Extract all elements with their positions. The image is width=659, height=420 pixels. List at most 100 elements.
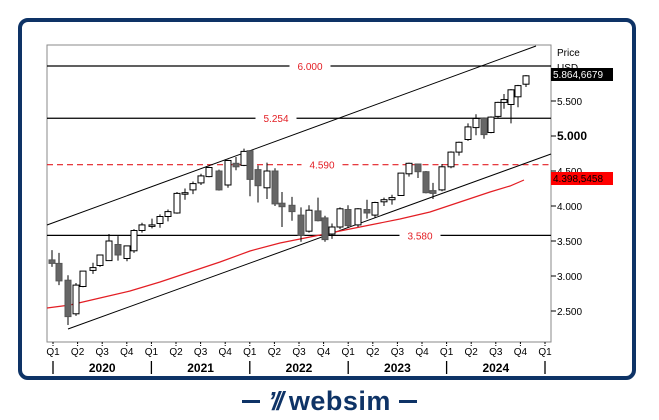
logo-left-dash [242, 399, 261, 403]
candle-up [240, 150, 248, 166]
x-year-label: 2023 [384, 361, 411, 375]
x-year-label: 2022 [286, 361, 313, 375]
ma-price-value: 4.398,5458 [553, 174, 603, 185]
candle-up [79, 270, 87, 288]
candle-up [173, 192, 181, 214]
x-quarter-label: Q3 [292, 347, 306, 358]
last-price-value: 5.864,6679 [553, 70, 603, 81]
x-quarter-label: Q4 [120, 347, 134, 358]
candle-up [447, 151, 455, 168]
candle-down [321, 217, 329, 241]
x-quarter-label: Q3 [194, 347, 208, 358]
x-quarter-label: Q1 [440, 347, 454, 358]
y-tick-label: 5.500 [557, 97, 582, 108]
candle-down [422, 171, 430, 194]
y-tick-label: 5.000 [557, 129, 587, 143]
candle-up [205, 167, 213, 178]
candle-up [455, 141, 463, 153]
level-label: 6.000 [297, 62, 322, 73]
brand-name: websim [288, 385, 391, 416]
x-year-label: 2024 [482, 361, 509, 375]
candle-up [380, 199, 388, 203]
candle-up [105, 240, 113, 262]
candle-up [138, 224, 146, 231]
y-tick-label: 3.000 [557, 272, 582, 283]
candle-up [89, 267, 97, 271]
x-quarter-label: Q2 [366, 347, 380, 358]
y-tick-label: 2.500 [557, 307, 582, 318]
candle-up [336, 208, 344, 228]
level-label: 4.590 [309, 161, 334, 172]
candle-up [156, 216, 164, 224]
x-quarter-label: Q2 [465, 347, 479, 358]
candle-up [487, 116, 495, 133]
y-axis-title: Price [557, 48, 580, 59]
candle-down [48, 259, 56, 264]
candle-down [363, 209, 371, 214]
candle-down [232, 162, 240, 168]
candle-up [130, 230, 138, 252]
candle-down [414, 163, 422, 173]
candle-up [148, 224, 156, 227]
candle-up [305, 209, 313, 232]
candle-down [55, 262, 63, 282]
candle-up [388, 197, 396, 201]
plot-area [46, 44, 552, 343]
candle-down [254, 169, 262, 187]
candle-down [215, 170, 223, 191]
ma-price-tag [551, 172, 613, 185]
candle-up [181, 192, 189, 195]
x-quarter-label: Q1 [145, 347, 159, 358]
x-quarter-label: Q1 [342, 347, 356, 358]
brand-logo: ’// websim [0, 384, 659, 418]
candle-up [438, 166, 446, 191]
candle-down [297, 214, 305, 236]
x-quarter-label: Q1 [538, 347, 552, 358]
x-quarter-label: Q1 [46, 347, 60, 358]
y-tick-label: 4.000 [557, 202, 582, 213]
candle-up [197, 175, 205, 184]
x-quarter-label: Q4 [514, 347, 528, 358]
x-quarter-label: Q4 [415, 347, 429, 358]
moving-average-line [46, 179, 525, 309]
candle-down [246, 150, 254, 180]
candle-up [500, 99, 508, 103]
y-tick-label: 3.500 [557, 237, 582, 248]
x-quarter-label: Q2 [169, 347, 183, 358]
level-label: 3.580 [407, 231, 432, 242]
candle-up [164, 211, 172, 218]
candle-up [507, 89, 515, 106]
level-label: 5.254 [263, 114, 288, 125]
candle-up [263, 170, 271, 189]
x-quarter-label: Q3 [96, 347, 110, 358]
candle-down [271, 170, 279, 205]
candle-down [288, 204, 296, 213]
candle-up [224, 160, 232, 186]
candle-up [472, 118, 480, 129]
candle-up [371, 202, 379, 216]
candle-up [397, 172, 405, 197]
candle-up [123, 245, 131, 259]
x-quarter-label: Q3 [489, 347, 503, 358]
x-quarter-label: Q3 [391, 347, 405, 358]
candle-down [429, 190, 437, 194]
candle-up [464, 126, 472, 141]
candle-up [494, 101, 502, 117]
x-year-label: 2021 [187, 361, 214, 375]
candle-down [114, 244, 122, 256]
candle-up [328, 226, 336, 235]
candle-down [480, 118, 488, 136]
upper-channel-trendline [46, 45, 537, 226]
logo-right-dash [398, 399, 417, 403]
candle-up [72, 284, 80, 315]
candle-up [514, 85, 522, 98]
x-year-label: 2020 [89, 361, 116, 375]
candle-down [344, 209, 352, 227]
candle-up [354, 208, 362, 226]
x-quarter-label: Q1 [243, 347, 257, 358]
candle-down [314, 210, 322, 222]
x-quarter-label: Q2 [71, 347, 85, 358]
candle-up [405, 162, 413, 175]
websim-mark-icon: ’// [268, 385, 284, 416]
candle-up [522, 75, 530, 85]
